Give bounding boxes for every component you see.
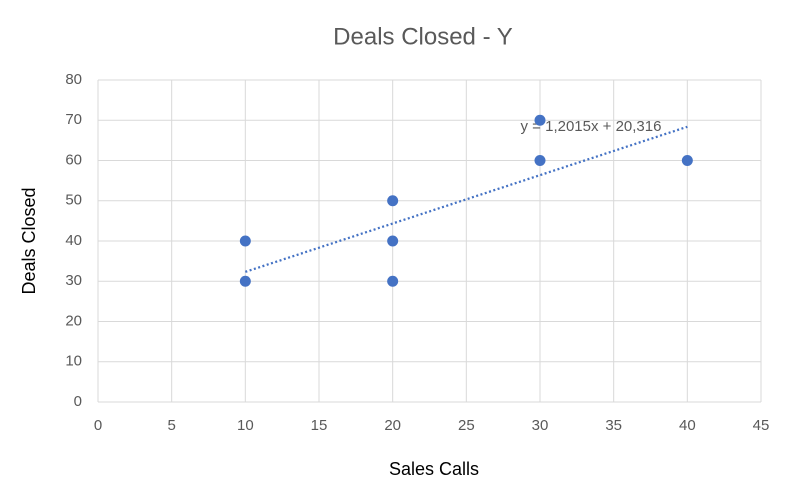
x-tick-label: 35 bbox=[605, 417, 622, 434]
x-tick-label: 25 bbox=[458, 417, 475, 434]
y-tick-label: 70 bbox=[65, 111, 82, 128]
y-tick-label: 40 bbox=[65, 232, 82, 249]
trendline bbox=[244, 125, 688, 273]
y-tick-label: 50 bbox=[65, 192, 82, 209]
x-tick-label: 10 bbox=[237, 417, 254, 434]
point bbox=[239, 235, 251, 247]
y-tick-label: 30 bbox=[65, 272, 82, 289]
chart-title: Deals Closed - Y bbox=[333, 23, 513, 50]
x-tick-label: 5 bbox=[167, 417, 175, 434]
point bbox=[681, 155, 693, 166]
point bbox=[387, 195, 399, 207]
x-tick-label: 20 bbox=[384, 417, 401, 434]
y-tick-label: 80 bbox=[65, 71, 82, 88]
y-tick-label: 20 bbox=[65, 312, 82, 329]
y-tick-label: 0 bbox=[74, 393, 82, 410]
x-tick-label: 45 bbox=[753, 417, 770, 434]
point bbox=[534, 114, 546, 126]
x-tick-label: 40 bbox=[679, 417, 696, 434]
x-axis-title: Sales Calls bbox=[389, 459, 479, 479]
y-tick-label: 60 bbox=[65, 151, 82, 168]
y-tick-label: 10 bbox=[65, 353, 82, 370]
x-tick-label: 15 bbox=[311, 417, 328, 434]
trendline-label: y = 1,2015x + 20,316 bbox=[521, 118, 662, 135]
point bbox=[387, 275, 399, 287]
point bbox=[387, 235, 399, 247]
point bbox=[534, 155, 546, 166]
x-tick-label: 0 bbox=[94, 417, 102, 434]
y-axis-title: Deals Closed bbox=[19, 187, 39, 294]
x-tick-label: 30 bbox=[532, 417, 549, 434]
point bbox=[239, 275, 251, 287]
